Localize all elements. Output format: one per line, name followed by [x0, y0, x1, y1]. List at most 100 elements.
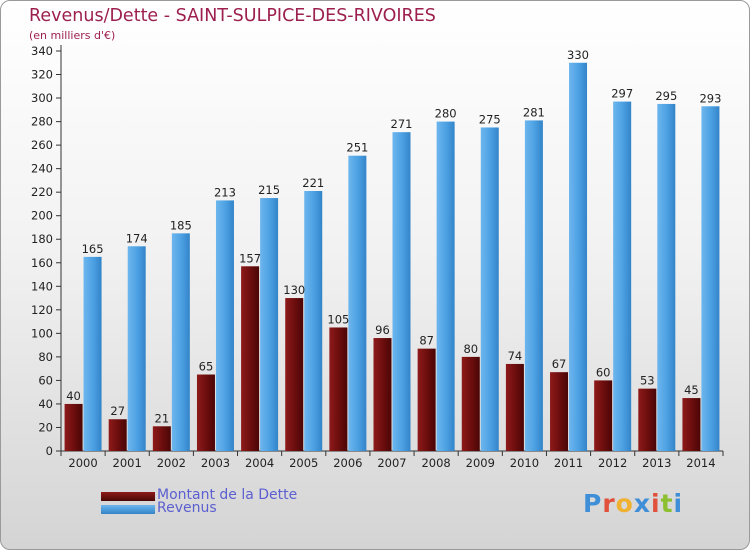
- x-tick-label: 2011: [554, 456, 583, 470]
- data-label-dette: 96: [375, 323, 390, 337]
- data-label-dette: 157: [239, 251, 261, 265]
- data-label-dette: 27: [110, 404, 125, 418]
- legend-label-dette: Montant de la Dette: [157, 487, 298, 503]
- bar-dette: [550, 372, 569, 451]
- bar-revenus: [524, 120, 543, 451]
- x-tick-label: 2007: [377, 456, 406, 470]
- bar-revenus: [348, 155, 367, 452]
- data-label-dette: 65: [199, 360, 214, 374]
- bar-dette: [417, 348, 436, 451]
- bar-dette: [152, 426, 171, 451]
- x-tick-label: 2006: [333, 456, 362, 470]
- y-tick-label: 40: [38, 397, 53, 411]
- data-label-revenus: 297: [611, 87, 633, 101]
- x-tick-label: 2009: [466, 456, 495, 470]
- data-label-dette: 45: [684, 383, 699, 397]
- data-label-revenus: 213: [214, 185, 236, 199]
- y-tick-label: 240: [31, 162, 53, 176]
- proxiti-logo: Proxiti: [583, 489, 683, 518]
- data-label-revenus: 330: [567, 48, 589, 62]
- data-label-revenus: 221: [302, 176, 324, 190]
- bar-revenus: [127, 246, 146, 451]
- bar-revenus: [83, 256, 102, 451]
- bar-revenus: [215, 200, 234, 451]
- data-label-dette: 60: [596, 365, 611, 379]
- data-label-revenus: 280: [435, 107, 457, 121]
- bar-revenus: [657, 103, 676, 452]
- bar-revenus: [480, 127, 499, 452]
- y-tick-label: 140: [31, 279, 53, 293]
- x-tick-label: 2013: [642, 456, 671, 470]
- bar-revenus: [171, 233, 190, 451]
- legend-swatch-revenus: [101, 505, 155, 514]
- chart-bars: [64, 62, 720, 452]
- legend-item-dette: Montant de la Dette: [101, 487, 361, 505]
- chart-title: Revenus/Dette - SAINT-SULPICE-DES-RIVOIR…: [29, 6, 436, 26]
- y-tick-label: 260: [31, 138, 53, 152]
- y-tick-label: 0: [46, 444, 53, 458]
- data-label-revenus: 251: [346, 141, 368, 155]
- y-tick-label: 340: [31, 44, 53, 58]
- y-tick-label: 220: [31, 185, 53, 199]
- data-label-dette: 80: [463, 342, 478, 356]
- logo-letter: P: [583, 489, 603, 518]
- logo-letter: o: [615, 489, 634, 518]
- chart-axes: 0 20 40 60 80 100 120 140 160 180 200 220 240 260 280 3…: [31, 44, 724, 470]
- y-tick-label: 280: [31, 115, 53, 129]
- bar-dette: [461, 356, 480, 451]
- bar-revenus: [260, 198, 279, 451]
- y-tick-label: 300: [31, 91, 53, 105]
- chart-subtitle: (en milliers d'€): [29, 29, 116, 42]
- bar-dette: [373, 338, 392, 451]
- x-tick-label: 2014: [686, 456, 715, 470]
- x-tick-label: 2003: [201, 456, 230, 470]
- bar-dette: [638, 388, 657, 451]
- y-tick-label: 20: [38, 420, 53, 434]
- logo-letter: r: [602, 489, 616, 518]
- data-label-dette: 130: [283, 283, 305, 297]
- y-tick-label: 320: [31, 68, 53, 82]
- y-tick-label: 200: [31, 209, 53, 223]
- y-tick-label: 60: [38, 373, 53, 387]
- data-label-revenus: 215: [258, 183, 280, 197]
- data-label-revenus: 293: [699, 91, 721, 105]
- x-tick-label: 2008: [421, 456, 450, 470]
- data-label-revenus: 275: [479, 112, 501, 126]
- data-label-dette: 67: [552, 357, 567, 371]
- bar-dette: [505, 363, 524, 451]
- x-tick-label: 2004: [245, 456, 274, 470]
- bar-dette: [682, 398, 701, 451]
- bar-dette: [594, 380, 613, 451]
- x-tick-label: 2010: [510, 456, 539, 470]
- data-label-revenus: 271: [391, 117, 413, 131]
- data-label-revenus: 295: [655, 89, 677, 103]
- legend-item-revenus: Revenus: [101, 500, 361, 518]
- bar-dette: [196, 374, 215, 451]
- x-tick-label: 2002: [157, 456, 186, 470]
- data-label-revenus: 281: [523, 105, 545, 119]
- bar-dette: [108, 419, 127, 451]
- logo-letter: x: [633, 489, 651, 518]
- bar-revenus: [436, 121, 455, 452]
- bar-dette: [285, 298, 304, 451]
- data-label-dette: 21: [155, 411, 170, 425]
- y-tick-label: 160: [31, 256, 53, 270]
- x-tick-label: 2000: [68, 456, 97, 470]
- logo-letter: i: [651, 489, 661, 518]
- bar-revenus: [613, 101, 632, 452]
- bar-revenus: [701, 106, 720, 451]
- data-label-dette: 53: [640, 374, 655, 388]
- data-label-revenus: 185: [170, 218, 192, 232]
- logo-letter: i: [673, 489, 684, 518]
- y-tick-label: 120: [31, 303, 53, 317]
- bar-dette: [64, 403, 83, 451]
- data-label-dette: 105: [327, 312, 349, 326]
- data-label-revenus: 174: [126, 231, 148, 245]
- y-tick-label: 100: [31, 326, 53, 340]
- data-label-dette: 87: [419, 334, 434, 348]
- data-label-dette: 40: [66, 389, 81, 403]
- bar-revenus: [569, 62, 588, 451]
- logo-letter: t: [660, 489, 674, 518]
